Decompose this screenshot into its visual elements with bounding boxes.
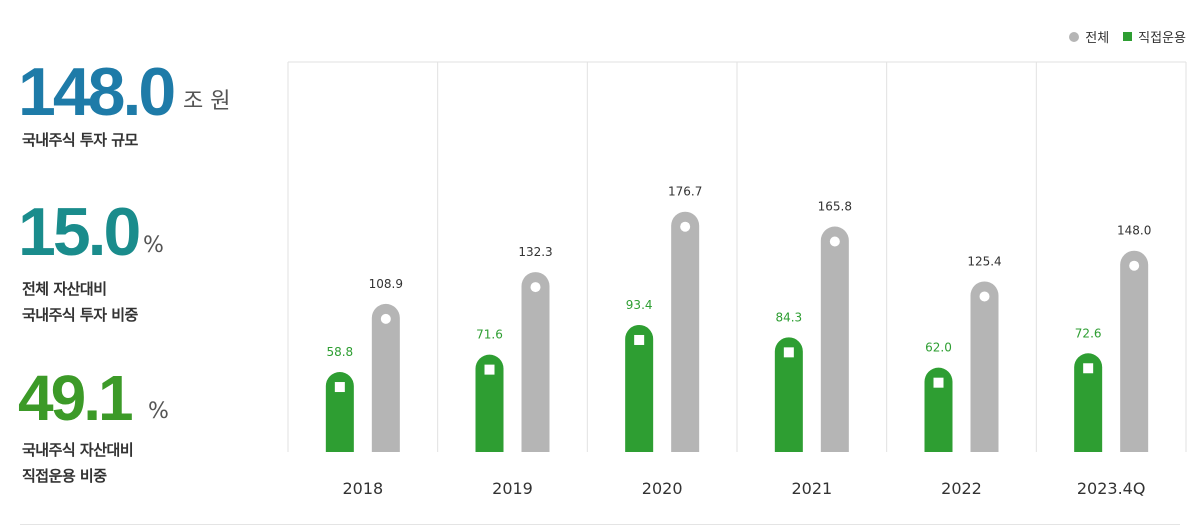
data-label-total: 125.4 [967,254,1001,268]
bar-marker-circle [530,282,541,293]
bar-direct [325,372,354,452]
chart-legend: 전체 직접운용 [1055,27,1186,46]
x-tick-label: 2020 [642,479,683,498]
bar-total [521,272,550,452]
kpi-investment-size-caption: 국내주식 투자 규모 [22,127,138,153]
kpi-panel: 148.0 조 원 국내주식 투자 규모 15.0 % 전체 자산대비 국내주식… [0,0,280,527]
data-label-total: 108.9 [369,277,403,291]
data-label-direct: 93.4 [626,298,653,312]
x-tick-label: 2022 [941,479,982,498]
bar-direct [475,354,504,452]
data-label-total: 132.3 [518,245,552,259]
bar-marker-square [1083,363,1094,374]
bar-marker-circle [979,291,990,302]
x-tick-label: 2019 [492,479,533,498]
x-tick-label: 2018 [342,479,383,498]
bar-direct [774,337,803,452]
data-label-total: 165.8 [818,200,852,214]
kpi-asset-weight-unit: % [143,233,164,258]
bar-marker-circle [680,221,691,232]
legend-circle-icon [1069,31,1080,42]
bar-marker-square [933,377,944,388]
data-label-total: 148.0 [1117,224,1151,238]
bar-marker-circle [380,313,391,324]
legend-item-direct: 직접운용 [1123,27,1186,46]
bar-direct [1074,353,1103,452]
x-tick-label: 2023.4Q [1077,479,1146,498]
bottom-divider [20,524,1180,525]
data-label-direct: 58.8 [326,345,353,359]
x-tick-label: 2021 [791,479,832,498]
bar-marker-square [484,364,495,375]
bar-total [820,226,849,452]
bar-marker-square [783,347,794,358]
kpi-asset-weight-value: 15.0 [18,194,141,270]
data-label-total: 176.7 [668,185,702,199]
legend-item-total: 전체 [1069,27,1109,46]
caption-line: 전체 자산대비 [22,280,107,298]
bar-total [671,211,700,452]
kpi-direct-management-caption: 국내주식 자산대비 직접운용 비중 [22,437,134,489]
kpi-investment-size-value: 148.0 [18,54,176,130]
bar-total [371,303,400,452]
bar-total [1120,250,1149,452]
data-label-direct: 62.0 [925,341,952,355]
data-label-direct: 72.6 [1075,326,1102,340]
bar-marker-circle [829,236,840,247]
caption-line: 국내주식 투자 비중 [22,306,138,324]
legend-square-icon [1123,32,1133,41]
caption-line: 국내주식 투자 규모 [22,131,138,149]
bar-direct [625,324,654,452]
bar-marker-square [334,382,345,393]
kpi-direct-management-value: 49.1 [18,362,134,434]
kpi-asset-weight-caption: 전체 자산대비 국내주식 투자 비중 [22,276,138,328]
data-label-direct: 71.6 [476,328,503,342]
legend-label-total: 전체 [1085,31,1110,46]
chart-frame [287,61,1187,452]
legend-label-direct: 직접운용 [1138,31,1186,46]
kpi-direct-management-unit: % [148,399,169,424]
bar-marker-circle [1129,260,1140,271]
bar-marker-square [634,334,645,345]
bar-total [970,281,999,452]
data-label-direct: 84.3 [775,310,802,324]
bar-direct [924,367,953,452]
kpi-investment-size-unit: 조 원 [183,89,231,114]
caption-line: 직접운용 비중 [22,467,107,485]
bars-group: 58.8 108.9 71.6 132.3 93.4 176.7 84.3 165.8 62.0… [325,185,1151,452]
caption-line: 국내주식 자산대비 [22,441,134,459]
